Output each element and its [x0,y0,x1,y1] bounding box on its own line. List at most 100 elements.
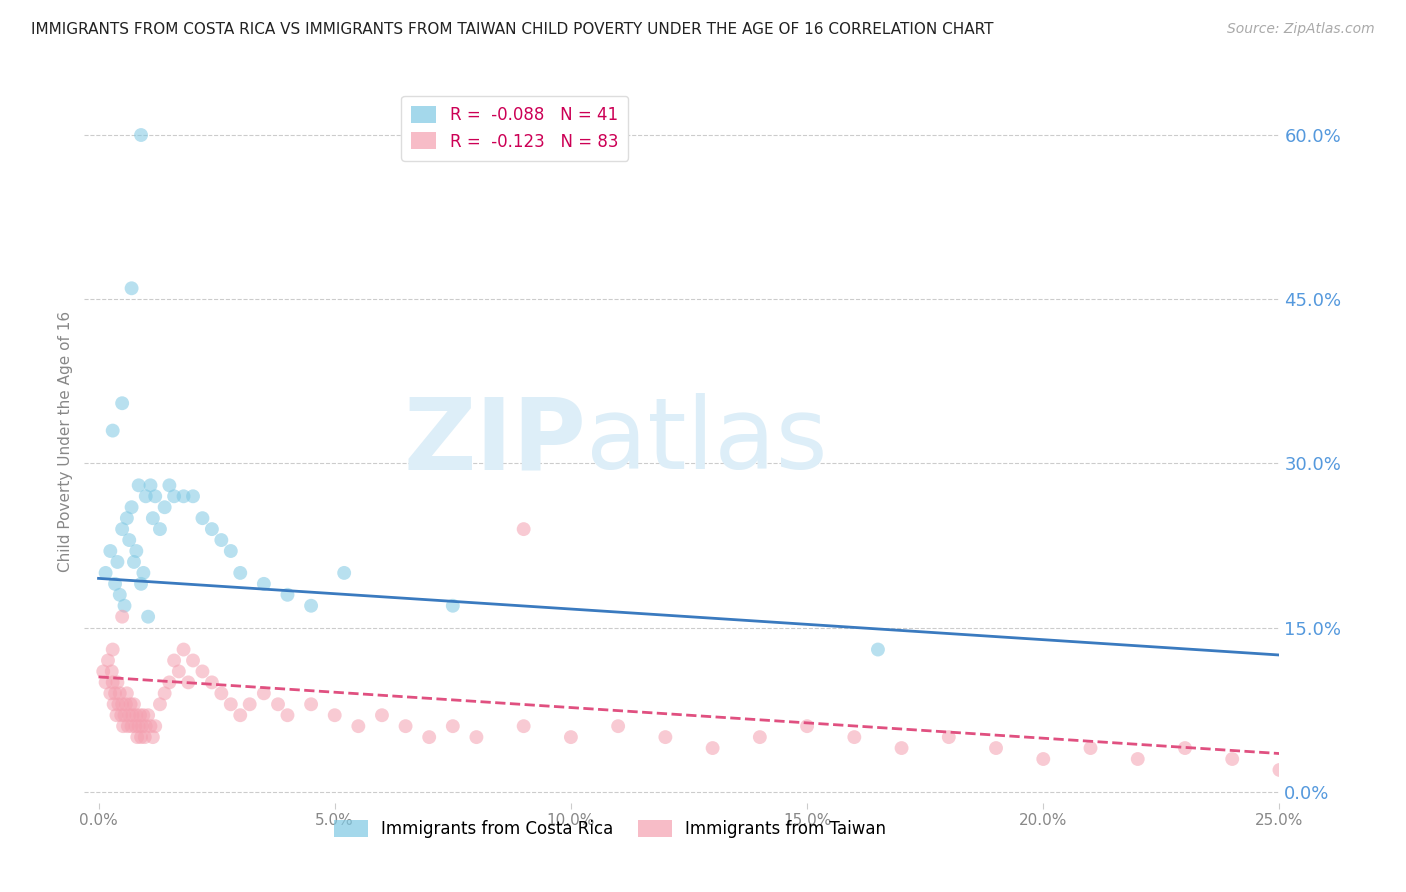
Point [125,708,148,723]
Point [219,544,242,558]
Point [108,686,131,700]
Point [149,522,172,536]
Point [129,708,152,723]
Text: Source: ZipAtlas.com: Source: ZipAtlas.com [1227,22,1375,37]
Point [844,730,866,744]
Point [984,741,1007,756]
Point [121,281,143,295]
Point [465,730,488,744]
Point [111,522,134,536]
Point [91,665,114,679]
Point [107,555,129,569]
Point [101,424,124,438]
Point [104,686,127,700]
Point [441,599,464,613]
Point [139,478,162,492]
Point [191,511,214,525]
Point [347,719,370,733]
Point [122,698,145,712]
Point [135,719,157,733]
Point [110,708,132,723]
Point [299,698,322,712]
Point [136,708,159,723]
Point [229,566,252,580]
Point [1220,752,1243,766]
Point [796,719,818,733]
Point [1174,741,1197,756]
Point [299,599,322,613]
Point [418,730,440,744]
Legend: Immigrants from Costa Rica, Immigrants from Taiwan: Immigrants from Costa Rica, Immigrants f… [328,814,893,845]
Point [107,675,129,690]
Point [748,730,770,744]
Point [441,719,464,733]
Point [1268,763,1291,777]
Point [153,686,176,700]
Point [1080,741,1102,756]
Point [125,544,148,558]
Point [118,533,141,547]
Point [115,698,138,712]
Point [129,128,152,142]
Point [108,588,131,602]
Point [114,708,136,723]
Point [607,719,630,733]
Point [163,653,186,667]
Y-axis label: Child Poverty Under the Age of 16: Child Poverty Under the Age of 16 [58,311,73,572]
Point [118,708,141,723]
Point [115,511,138,525]
Point [128,719,150,733]
Point [267,698,290,712]
Point [209,686,232,700]
Point [142,511,165,525]
Point [143,719,166,733]
Point [239,698,262,712]
Point [173,642,195,657]
Point [173,489,195,503]
Point [101,642,124,657]
Point [157,675,180,690]
Point [98,544,121,558]
Point [512,522,534,536]
Point [129,730,152,744]
Point [167,665,190,679]
Point [120,698,142,712]
Point [101,675,124,690]
Point [143,489,166,503]
Point [132,708,155,723]
Point [191,665,214,679]
Point [560,730,582,744]
Point [229,708,252,723]
Point [333,566,356,580]
Point [105,708,128,723]
Point [94,675,117,690]
Text: ZIP: ZIP [404,393,586,490]
Point [129,577,152,591]
Point [94,566,117,580]
Point [136,609,159,624]
Point [149,698,172,712]
Point [115,686,138,700]
Point [111,609,134,624]
Point [121,708,143,723]
Point [132,566,155,580]
Text: atlas: atlas [586,393,828,490]
Point [122,555,145,569]
Point [512,719,534,733]
Point [276,708,298,723]
Point [112,719,135,733]
Point [114,599,136,613]
Point [103,698,125,712]
Point [890,741,912,756]
Point [209,533,232,547]
Point [135,489,157,503]
Point [121,500,143,515]
Point [177,675,200,690]
Point [253,686,276,700]
Point [219,698,242,712]
Point [866,642,889,657]
Point [201,522,224,536]
Point [107,698,129,712]
Point [131,719,153,733]
Point [104,577,127,591]
